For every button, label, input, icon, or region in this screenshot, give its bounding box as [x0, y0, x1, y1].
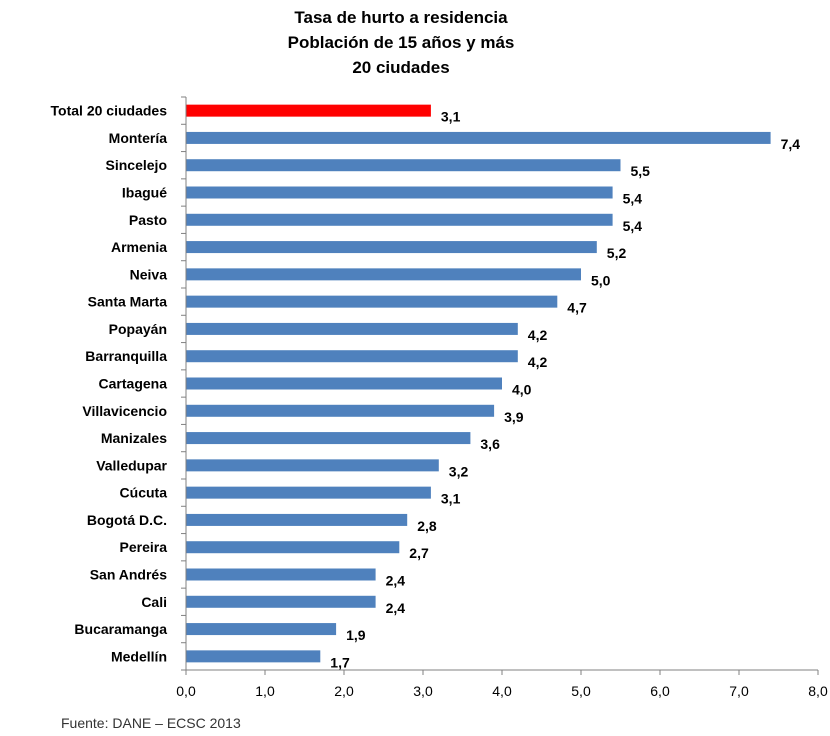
- x-tick-label-3: 3,0: [413, 683, 433, 699]
- value-label-4: 5,4: [623, 218, 643, 234]
- value-label-1: 7,4: [781, 136, 801, 152]
- chart-title-line-3: 20 ciudades: [352, 58, 449, 77]
- value-label-19: 1,9: [346, 627, 366, 643]
- category-label-4: Pasto: [129, 212, 167, 228]
- bar-13: [186, 459, 439, 472]
- bar-9: [186, 350, 518, 363]
- category-label-15: Bogotá D.C.: [87, 512, 167, 528]
- bar-4: [186, 213, 613, 226]
- category-label-12: Manizales: [101, 430, 167, 446]
- category-label-2: Sincelejo: [106, 157, 167, 173]
- value-label-17: 2,4: [386, 573, 406, 589]
- category-label-9: Barranquilla: [85, 348, 167, 364]
- x-tick-label-4: 4,0: [492, 683, 512, 699]
- source-note: Fuente: DANE – ECSC 2013: [61, 715, 241, 731]
- category-label-6: Neiva: [130, 266, 168, 282]
- x-tick-label-6: 6,0: [650, 683, 670, 699]
- bar-0: [186, 104, 431, 117]
- category-label-5: Armenia: [111, 239, 167, 255]
- bar-15: [186, 513, 408, 526]
- bars-layer: 3,1 7,4 5,5 5,4 5,4 5,2 5,04,7 4,2 4,2 4,0 3,93,6 3…: [186, 104, 801, 670]
- value-label-0: 3,1: [441, 109, 461, 125]
- category-label-18: Cali: [141, 594, 167, 610]
- value-label-11: 3,9: [504, 409, 524, 425]
- bar-7: [186, 295, 558, 308]
- bar-14: [186, 486, 431, 499]
- bar-8: [186, 322, 518, 335]
- value-label-8: 4,2: [528, 327, 548, 343]
- value-label-18: 2,4: [386, 600, 406, 616]
- value-label-7: 4,7: [567, 300, 587, 316]
- value-label-10: 4,0: [512, 382, 532, 398]
- x-tick-label-0: 0,0: [176, 683, 196, 699]
- value-label-9: 4,2: [528, 354, 548, 370]
- value-label-15: 2,8: [417, 518, 437, 534]
- category-label-19: Bucaramanga: [74, 621, 167, 637]
- bar-3: [186, 186, 613, 199]
- bar-2: [186, 159, 621, 172]
- bar-11: [186, 404, 495, 417]
- category-label-3: Ibagué: [122, 185, 167, 201]
- x-tick-label-7: 7,0: [729, 683, 749, 699]
- value-label-13: 3,2: [449, 463, 469, 479]
- x-tick-label-8: 8,0: [808, 683, 828, 699]
- value-label-2: 5,5: [631, 163, 651, 179]
- x-tick-label-5: 5,0: [571, 683, 591, 699]
- chart-title-line-2: Población de 15 años y más: [288, 33, 515, 52]
- bar-6: [186, 268, 581, 281]
- value-label-5: 5,2: [607, 245, 627, 261]
- value-label-14: 3,1: [441, 491, 461, 507]
- category-label-16: Pereira: [120, 539, 168, 555]
- bar-17: [186, 568, 376, 581]
- category-label-0: Total 20 ciudades: [51, 103, 168, 119]
- value-label-6: 5,0: [591, 272, 611, 288]
- bar-12: [186, 432, 471, 445]
- value-label-16: 2,7: [409, 545, 429, 561]
- x-tick-label-2: 2,0: [334, 683, 354, 699]
- value-label-20: 1,7: [330, 654, 350, 670]
- category-label-20: Medellín: [111, 648, 167, 664]
- bar-1: [186, 131, 771, 144]
- bar-16: [186, 541, 400, 554]
- value-label-12: 3,6: [480, 436, 500, 452]
- category-label-1: Montería: [109, 130, 168, 146]
- category-label-7: Santa Marta: [88, 294, 168, 310]
- value-label-3: 5,4: [623, 191, 643, 207]
- bar-20: [186, 650, 321, 663]
- category-label-17: San Andrés: [90, 567, 167, 583]
- category-label-14: Cúcuta: [120, 485, 168, 501]
- category-label-13: Valledupar: [96, 457, 167, 473]
- bar-19: [186, 623, 337, 636]
- category-label-11: Villavicencio: [82, 403, 167, 419]
- category-label-10: Cartagena: [99, 376, 168, 392]
- x-tick-label-1: 1,0: [255, 683, 275, 699]
- bar-10: [186, 377, 502, 390]
- category-label-8: Popayán: [109, 321, 167, 337]
- chart-title-line-1: Tasa de hurto a residencia: [294, 8, 508, 27]
- axis-layer: Total 20 ciudades Montería Sincelejo Ibagué…: [51, 96, 828, 699]
- bar-5: [186, 241, 597, 254]
- bar-18: [186, 595, 376, 608]
